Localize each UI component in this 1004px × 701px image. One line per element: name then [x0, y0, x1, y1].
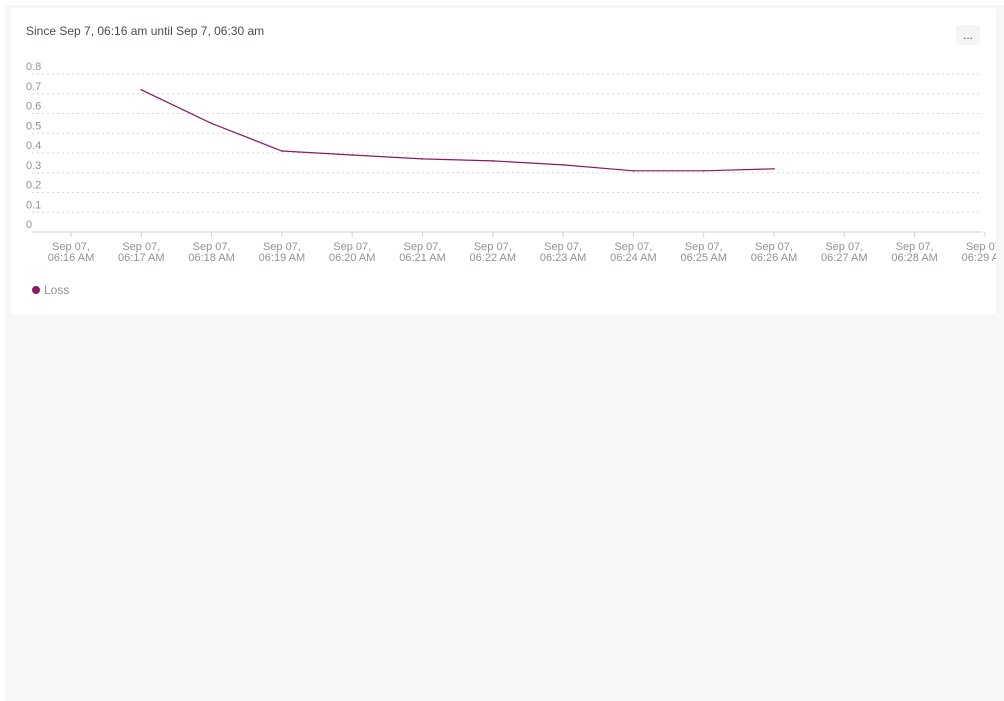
y-tick-label: 0.1 [26, 199, 41, 211]
data-point-06:18 AM [210, 122, 213, 125]
chart-card: Since Sep 7, 06:16 am until Sep 7, 06:30… [10, 8, 996, 314]
y-tick-label: 0.4 [26, 140, 41, 152]
x-tick-label: Sep 07, 06:24 AM [610, 241, 656, 264]
data-point-06:25 AM [702, 169, 705, 172]
x-tick-label: Sep 07, 06:17 AM [118, 241, 164, 264]
y-tick-label: 0.2 [26, 180, 41, 192]
x-tick-label: Sep 07, 06:27 AM [821, 241, 867, 264]
y-tick-label: 0 [26, 219, 32, 231]
data-point-06:24 AM [632, 169, 635, 172]
chart-title: Since Sep 7, 06:16 am until Sep 7, 06:30… [26, 24, 265, 38]
x-tick-label: Sep 07, 06:19 AM [259, 241, 305, 264]
series-line-loss [141, 89, 775, 172]
data-point-06:23 AM [562, 164, 564, 166]
page-background: Since Sep 7, 06:16 am until Sep 7, 06:30… [5, 5, 1004, 701]
y-tick-label: 0.7 [26, 81, 41, 93]
legend-dot-loss [32, 286, 40, 294]
legend: Loss [32, 283, 69, 297]
x-tick-label: Sep 07, 06:20 AM [329, 241, 375, 264]
y-tick-label: 0.6 [26, 101, 41, 113]
x-tick-label: Sep 07, 06:18 AM [188, 241, 234, 264]
data-point-06:26 AM [773, 168, 775, 170]
data-point-06:17 AM [140, 89, 143, 91]
x-tick-label: Sep 07, 06:21 AM [399, 241, 445, 264]
line-chart: 0 0.1 0.2 0.3 0.4 0.5 0.6 0.7 0.8 Sep 07, 06:16 AM… [26, 61, 996, 264]
x-tick-label: Sep 07, 06:28 AM [891, 241, 937, 264]
data-point-06:22 AM [492, 160, 494, 162]
data-point-06:21 AM [421, 158, 424, 160]
x-tick-label: Sep 07,06:29 AM [962, 241, 996, 264]
y-tick-label: 0.8 [26, 61, 41, 73]
more-options-button[interactable]: ... [956, 25, 980, 45]
ellipsis-icon: ... [962, 28, 973, 42]
data-point-06:19 AM [281, 150, 283, 152]
legend-label-loss[interactable]: Loss [44, 283, 70, 297]
x-tick-label: Sep 07, 06:25 AM [680, 241, 726, 264]
x-tick-label: Sep 07, 06:23 AM [540, 241, 586, 264]
x-tick-label: Sep 07, 06:26 AM [751, 241, 797, 264]
y-tick-label: 0.3 [26, 160, 41, 172]
y-tick-label: 0.5 [26, 120, 41, 132]
data-point-06:20 AM [351, 154, 354, 156]
x-tick-label: Sep 07, 06:22 AM [470, 241, 516, 264]
x-tick-label: Sep 07, 06:16 AM [48, 241, 94, 264]
